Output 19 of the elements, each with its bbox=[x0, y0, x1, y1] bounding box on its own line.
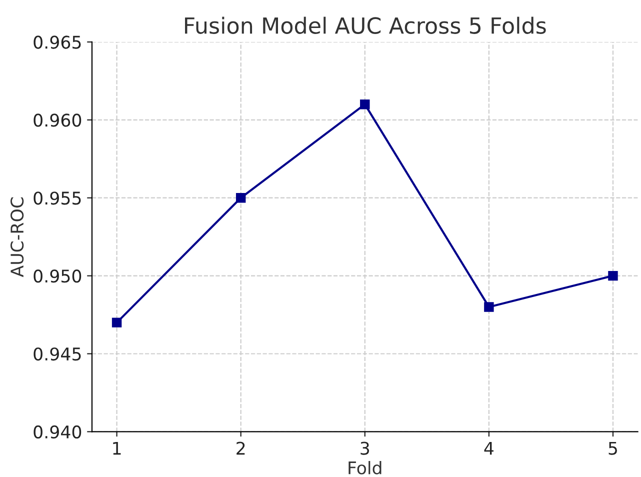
y-tick-label: 0.950 bbox=[34, 270, 82, 283]
y-axis-title: AUC-ROC bbox=[10, 197, 24, 278]
x-tick-label: 1 bbox=[113, 442, 121, 455]
y-tick-label: 0.940 bbox=[34, 425, 82, 439]
point bbox=[360, 99, 370, 110]
y-tick-label: 0.960 bbox=[34, 114, 82, 127]
x-axis-title: Fold bbox=[348, 460, 382, 474]
point bbox=[608, 270, 618, 281]
point bbox=[236, 193, 246, 203]
y-tick-label: 0.945 bbox=[34, 347, 81, 361]
point bbox=[112, 318, 122, 328]
point bbox=[484, 302, 494, 312]
x-tick-label: 4 bbox=[484, 442, 494, 455]
chart-title: Fusion Model AUC Across 5 Folds bbox=[185, 16, 546, 34]
x-tick-label: 5 bbox=[608, 442, 617, 455]
y-tick-label: 0.955 bbox=[34, 192, 81, 205]
x-tick-label: 2 bbox=[236, 442, 245, 455]
y-tick-label: 0.965 bbox=[34, 36, 81, 49]
x-tick-label: 3 bbox=[360, 442, 370, 455]
